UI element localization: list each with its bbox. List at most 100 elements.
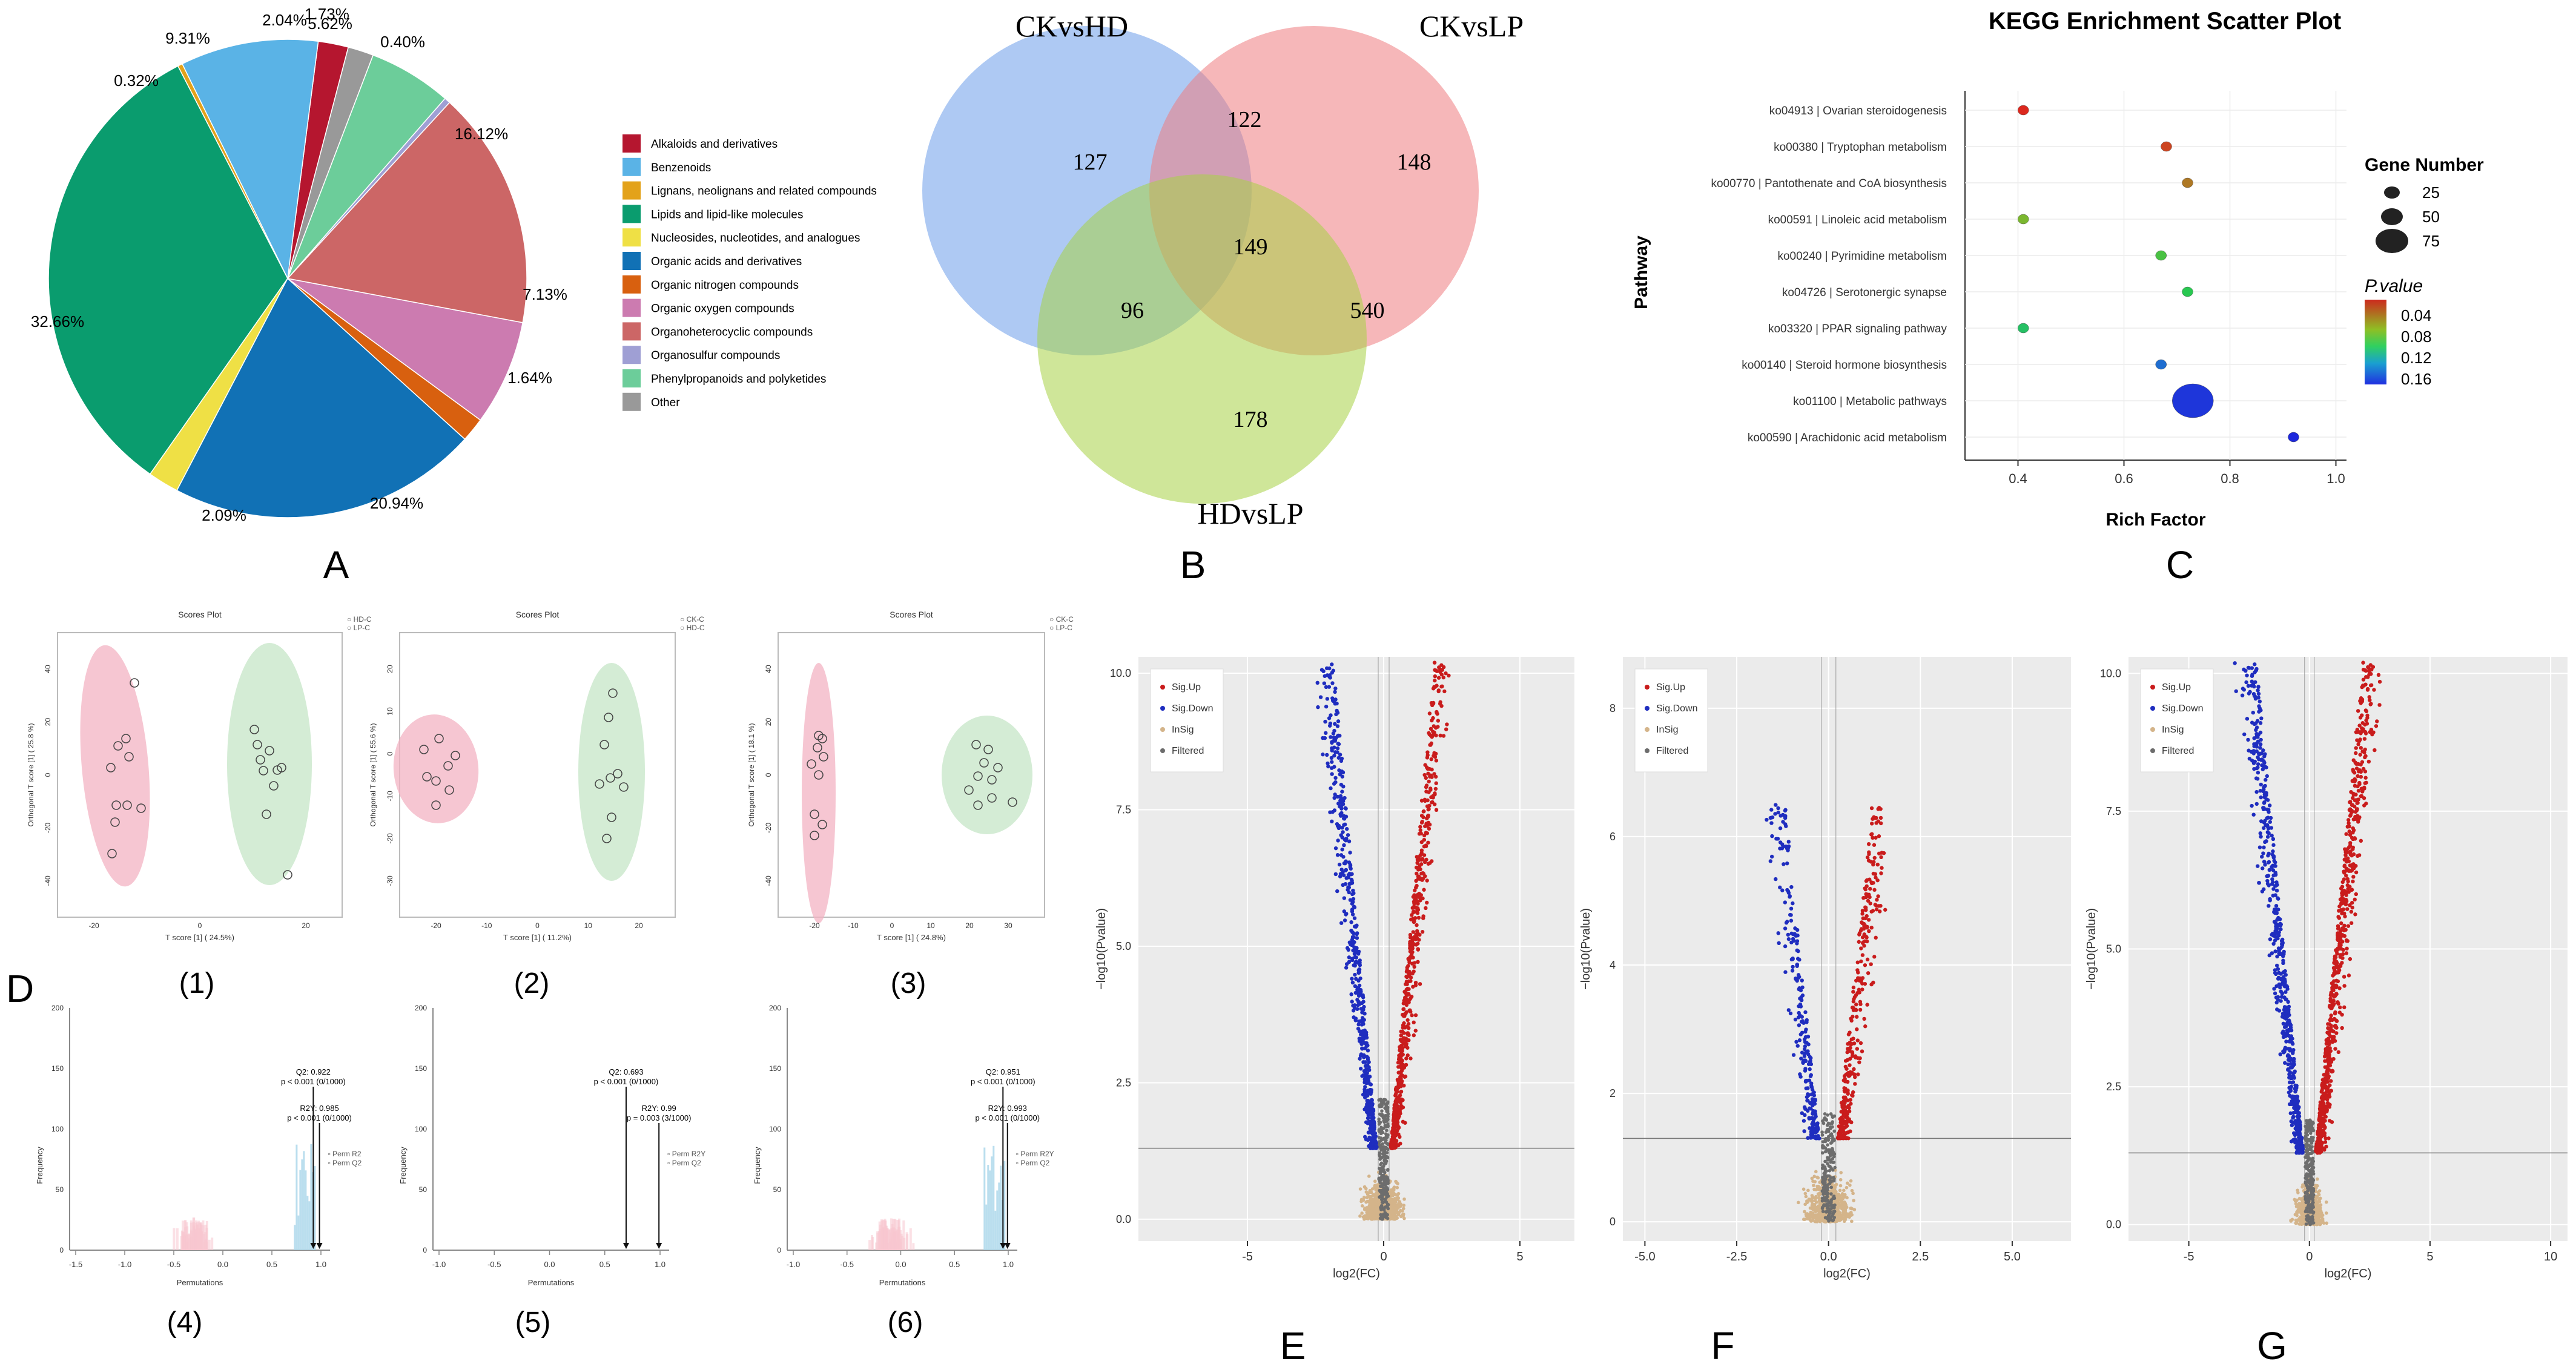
volcano-point-up [1416,960,1420,964]
volcano-point-insig [1797,1201,1800,1205]
volcano-point-down [1798,1075,1803,1079]
volcano-point-filtered [1822,1171,1826,1176]
volcano-point-down [1798,1004,1803,1009]
sample-point [122,800,132,810]
score-x-label: T score [1] ( 24.5%) [165,933,234,942]
volcano-point-down [1366,1098,1370,1103]
volcano-point-filtered [1821,1210,1825,1213]
volcano-point-up [1846,1042,1850,1046]
volcano-point-up [1421,896,1425,901]
volcano-point-up [1414,878,1418,883]
volcano-point-insig [2314,1203,2318,1207]
volcano-point-up [1843,1095,1848,1099]
legend-label-9: Organoheterocyclic compounds [651,326,813,338]
volcano-point-down [1800,1015,1804,1019]
volcano-point-down [1356,1026,1361,1031]
volcano-point-up [1430,775,1434,779]
volcano-point-up [1413,1013,1418,1018]
perm-bar-q2 [306,1196,309,1250]
volcano-point-insig [1370,1216,1374,1220]
pie-value-label: 2.04% [262,11,307,29]
volcano-point-filtered [2310,1221,2314,1225]
score-x-tick: 30 [1004,921,1012,930]
score-x-tick: -10 [481,921,492,930]
pie-slice-9 [286,102,527,323]
volcano-point-filtered [1826,1143,1829,1147]
volcano-point-down [1346,888,1350,892]
sample-point [136,803,146,813]
volcano-point-insig [1852,1208,1857,1211]
volcano-point-filtered [1832,1206,1836,1210]
perm-x-tick: 0.5 [599,1260,610,1269]
volcano-point-up [1858,1041,1863,1046]
perm-bar [887,1230,890,1250]
sample-point [606,773,615,783]
volcano-point-up [1415,871,1419,876]
volcano-point-down [1795,927,1800,932]
volcano-point-down [1769,821,1774,825]
volcano-point-down [1333,698,1337,702]
volcano-point-insig [1848,1183,1852,1187]
kegg-pathway-label-5: ko00240 | Pyrimidine metabolism [1777,250,1947,263]
volcano-point-down [1335,889,1339,894]
volcano-point-filtered [1824,1178,1828,1181]
sample-point [111,800,121,810]
perm-x-tick: 0.5 [949,1260,960,1269]
volcano-point-filtered [1824,1188,1828,1193]
perm-bar [190,1237,193,1250]
volcano-point-up [1412,1033,1416,1038]
perm-y-tick: 100 [769,1125,781,1133]
volcano-point-down [1811,1125,1815,1130]
volcano-point-up [1422,888,1426,892]
volcano-point-up [1420,878,1424,882]
volcano-point-down [1334,712,1338,717]
volcano-point-down [1330,809,1335,814]
kegg-x-tick-label: 0.4 [2009,471,2027,486]
volcano-point-down [1330,772,1334,776]
volcano-point-down [1330,760,1334,764]
perm-bar-q2 [983,1147,986,1250]
volcano-point-up [1442,689,1447,694]
volcano-point-down [1347,860,1352,865]
score-legend-2: ○ HD-C [680,624,705,632]
volcano-point-insig [1814,1209,1818,1213]
volcano-point-up [1396,1061,1401,1065]
volcano-point-up [1402,1075,1407,1079]
perm-bar-q2 [991,1156,993,1250]
sample-point [987,775,997,785]
sample-point [272,765,282,775]
volcano-point-insig [2318,1208,2322,1211]
sample-point [619,782,629,792]
volcano-point-insig [1367,1204,1372,1208]
volcano-point-insig [1803,1210,1806,1214]
volcano-point-down [1774,803,1778,807]
volcano-point-filtered [1826,1127,1831,1131]
volcano-x-tick: -5 [1242,1250,1253,1263]
volcano-point-insig [1366,1192,1370,1196]
volcano-point-filtered [1820,1207,1825,1210]
score-x-tick: 10 [926,921,935,930]
volcano-point-down [1341,770,1346,775]
volcano-point-up [1415,923,1419,927]
volcano-point-down [1780,888,1785,892]
volcano-point-insig [1840,1202,1844,1207]
volcano-point-up [1401,1037,1405,1042]
volcano-point-up [1399,1081,1404,1085]
volcano-point-up [1854,1055,1858,1059]
perm-bar [897,1220,900,1250]
volcano-point-up [1415,883,1419,888]
volcano-point-down [1326,764,1330,769]
kegg-point-4 [2018,214,2029,225]
volcano-point-down [1809,1130,1813,1134]
volcano-point-filtered [1381,1099,1385,1104]
volcano-point-insig [1399,1204,1402,1208]
volcano-point-down [1350,935,1355,940]
volcano-point-insig [1392,1204,1396,1207]
perm-arrowhead [623,1243,629,1249]
venn-count-ckvslp-hdvslp: 540 [1350,298,1385,323]
sample-point [973,771,983,781]
volcano-point-up [1415,855,1419,859]
volcano-point-up [1439,673,1444,677]
volcano-point-down [1783,944,1788,949]
volcano-point-up [1836,1136,1840,1141]
